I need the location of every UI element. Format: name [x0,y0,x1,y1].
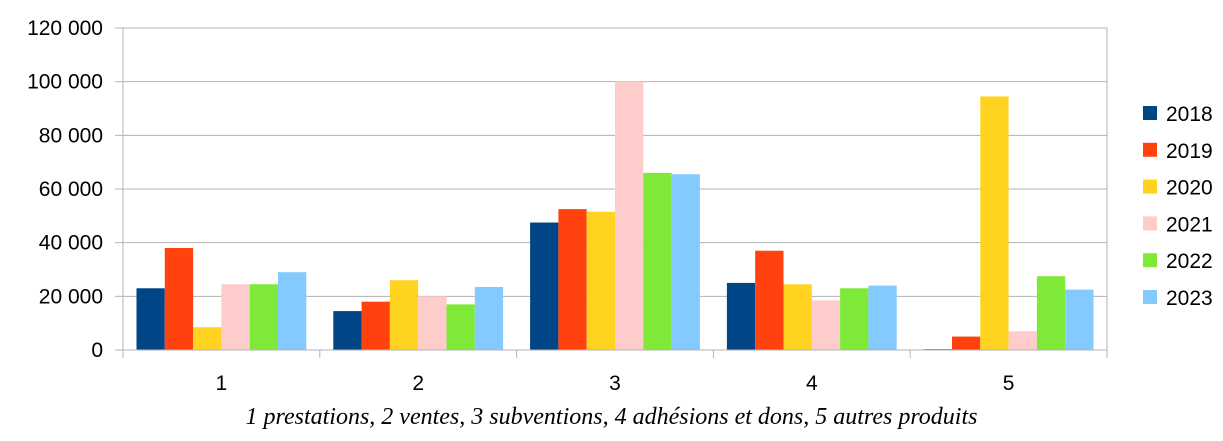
bar-2023-2 [474,286,504,350]
legend-swatch-2020 [1143,179,1157,194]
y-axis-ticks: 0 20 000 40 000 60 000 80 000 100 000 120 000 [27,17,123,362]
bar-2022-1 [249,284,278,350]
bar-2018-2 [333,311,362,350]
legend-swatch-2018 [1143,106,1157,120]
bar-2021-1 [221,284,250,350]
bar-2022-2 [446,304,475,350]
x-tick-label: 1 [216,372,228,395]
bar-2019-4 [755,250,784,350]
bar-2019-1 [164,248,194,350]
x-axis-label: 1 prestations, 2 ventes, 3 subventions, … [245,404,978,430]
bar-2018-3 [530,222,559,350]
bar-2023-1 [278,272,307,350]
legend-label-2022: 2022 [1166,250,1213,273]
bars [136,81,1094,351]
bar-2020-1 [193,327,222,350]
bar-2021-5 [1008,331,1037,350]
legend-swatch-2019 [1143,142,1157,157]
bar-2022-3 [643,172,672,350]
y-tick-label: 60 000 [39,178,103,201]
x-axis-ticks: 1 2 3 4 5 [122,350,1108,395]
legend-swatch-2022 [1143,253,1157,268]
bar-2022-4 [840,288,869,350]
bar-2023-4 [868,285,897,350]
bar-2020-5 [980,96,1009,350]
y-tick-label: 20 000 [39,285,103,308]
bar-2020-4 [783,284,812,350]
bar-2022-5 [1036,276,1066,350]
y-tick-label: 80 000 [39,124,103,147]
y-tick-label: 40 000 [39,232,103,255]
legend-label-2018: 2018 [1166,103,1213,126]
bar-2023-5 [1065,289,1094,350]
bar-2018-4 [726,282,756,350]
bar-2020-3 [586,211,615,350]
legend-swatch-2023 [1143,290,1157,304]
bar-2019-2 [361,301,390,350]
bar-2021-3 [615,81,644,351]
legend-label-2020: 2020 [1166,177,1213,200]
y-tick-label: 100 000 [27,71,103,94]
bar-2021-4 [811,300,841,350]
bar-2021-2 [418,296,447,350]
legend-swatch-2021 [1143,216,1157,231]
bar-2023-3 [671,174,700,350]
x-tick-label: 2 [412,372,424,395]
legend-label-2019: 2019 [1166,140,1213,163]
legend-label-2023: 2023 [1166,287,1213,310]
y-tick-label: 120 000 [27,17,103,40]
bar-2019-3 [558,209,587,350]
x-tick-label: 5 [1003,372,1015,395]
y-tick-label: 0 [91,339,103,362]
legend: 2018 2019 2020 2021 2022 2023 [1143,103,1213,310]
x-tick-label: 4 [806,372,818,395]
bar-2018-1 [136,288,165,350]
bar-2019-5 [952,336,981,350]
x-tick-label: 3 [609,372,621,395]
bar-2020-2 [389,280,419,350]
legend-label-2021: 2021 [1166,213,1213,236]
